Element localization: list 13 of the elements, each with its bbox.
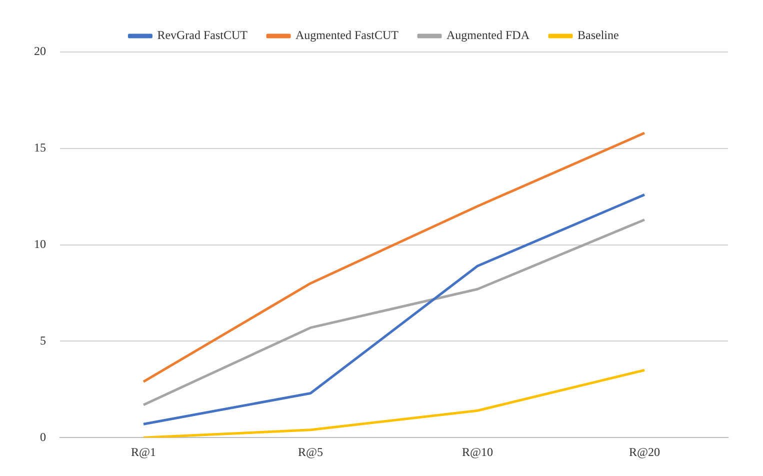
legend-label: Augmented FDA <box>446 28 530 42</box>
y-tick-label: 5 <box>40 333 46 348</box>
y-tick-label: 0 <box>40 430 46 444</box>
x-tick-label: R@1 <box>130 444 156 459</box>
x-tick-label: R@5 <box>298 444 324 459</box>
legend-label: Augmented FastCUT <box>296 28 400 42</box>
y-tick-label: 15 <box>34 140 46 155</box>
legend-label: RevGrad FastCUT <box>157 28 248 42</box>
x-tick-label: R@20 <box>628 444 660 459</box>
y-tick-label: 20 <box>34 44 46 58</box>
legend-label: Baseline <box>577 28 619 42</box>
y-tick-label: 10 <box>34 236 46 251</box>
x-tick-label: R@10 <box>462 444 494 459</box>
